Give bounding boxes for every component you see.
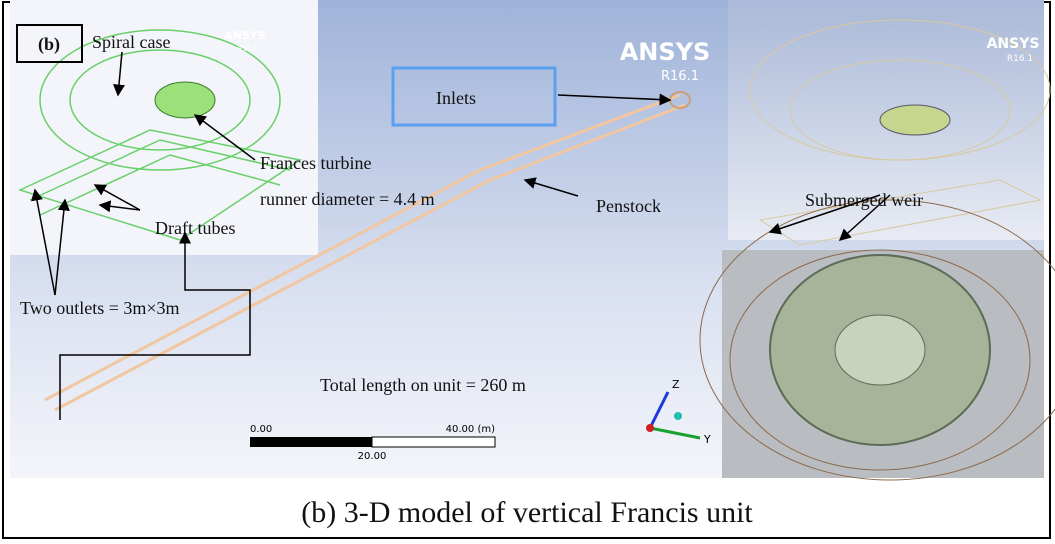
axis-origin — [646, 424, 654, 432]
panel-label: (b) — [38, 34, 60, 55]
ansys-logo: ANSYS — [224, 29, 266, 42]
scale-middle: 20.00 — [358, 451, 387, 462]
runner-model — [155, 82, 215, 118]
label: Spiral case — [92, 32, 170, 52]
scale-bar-dark — [250, 437, 372, 447]
label: Two outlets = 3m×3m — [20, 298, 180, 318]
axis-label: Z — [672, 378, 680, 391]
label: Total length on unit = 260 m — [320, 375, 526, 395]
ansys-logo: ANSYS — [620, 38, 711, 66]
axis-x-dot — [674, 412, 682, 420]
runner-model-right — [880, 105, 950, 135]
label: Frances turbine — [260, 153, 371, 173]
ansys-version: R16.1 — [1007, 54, 1033, 64]
ansys-logo: ANSYS — [987, 36, 1040, 52]
label: runner diameter = 4.4 m — [260, 189, 435, 209]
runner-hub — [835, 315, 925, 385]
ansys-version: R16.1 — [238, 45, 258, 53]
scale-bar-light — [372, 437, 495, 447]
scale-end: 40.00 (m) — [446, 424, 495, 435]
figure: (b) ANSYS R16.1 ANSYS R16.1 ANSYS R16.1 … — [0, 0, 1055, 544]
label: Penstock — [596, 196, 661, 216]
label: Draft tubes — [155, 218, 235, 238]
caption: (b) 3-D model of vertical Francis unit — [301, 496, 753, 529]
label: Inlets — [436, 88, 476, 108]
axis-label: Y — [703, 433, 711, 446]
ansys-version: R16.1 — [661, 69, 699, 84]
scale-start: 0.00 — [250, 424, 272, 435]
